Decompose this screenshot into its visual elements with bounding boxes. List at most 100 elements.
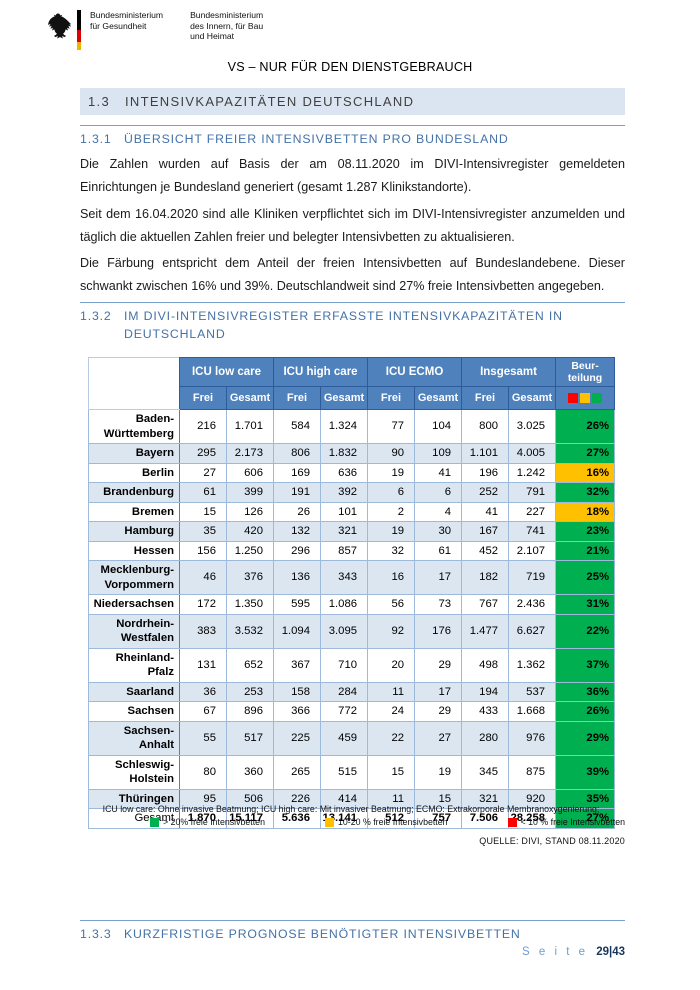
value-cell: 20 bbox=[367, 647, 416, 683]
table-row: Mecklenburg- Vorpommern 46 376 136 343 16 17 18… bbox=[88, 560, 616, 595]
value-cell: 196 bbox=[461, 462, 510, 483]
value-cell: 6.627 bbox=[508, 613, 557, 649]
assessment-cell: 29% bbox=[555, 720, 616, 756]
value-cell: 376 bbox=[226, 560, 274, 595]
ministry-interior-label: Bundesministerium des Innern, für Bau un… bbox=[190, 10, 264, 41]
bundesland-cell: Bayern bbox=[88, 443, 180, 464]
value-cell: 32 bbox=[367, 540, 416, 561]
value-cell: 584 bbox=[273, 409, 321, 444]
value-cell: 537 bbox=[508, 681, 557, 702]
table-row: Rheinland- Pfalz 131 652 367 710 20 29 498 1.362… bbox=[88, 647, 616, 683]
value-cell: 16 bbox=[367, 560, 416, 595]
assessment-cell: 31% bbox=[555, 594, 616, 615]
value-cell: 498 bbox=[461, 647, 510, 683]
value-cell: 517 bbox=[226, 720, 274, 756]
value-cell: 757 bbox=[414, 808, 463, 829]
col-group-insgesamt: Insgesamt bbox=[461, 357, 557, 387]
value-cell: 56 bbox=[367, 594, 416, 615]
value-cell: 741 bbox=[508, 521, 557, 542]
value-cell: 28.258 bbox=[508, 808, 557, 829]
table-row: Schleswig- Holstein 80 360 265 515 15 19 345 875… bbox=[88, 754, 616, 790]
table-row: Bayern 295 2.173 806 1.832 90 109 1.101 4.005 27% bbox=[88, 443, 616, 464]
value-cell: 80 bbox=[179, 754, 227, 790]
value-cell: 61 bbox=[414, 540, 463, 561]
section-133-heading: 1.3.3 KURZFRISTIGE PROGNOSE BENÖTIGTER I… bbox=[80, 920, 625, 943]
red-square-icon bbox=[507, 817, 517, 827]
value-cell: 17 bbox=[414, 681, 463, 702]
bundesland-cell: Baden- Württemberg bbox=[88, 409, 180, 444]
subheader-frei: Frei bbox=[179, 386, 227, 410]
orange-square-icon bbox=[580, 393, 591, 403]
value-cell: 433 bbox=[461, 701, 510, 722]
bundesland-cell: Hessen bbox=[88, 540, 180, 561]
value-cell: 227 bbox=[508, 501, 557, 522]
subheader-gesamt: Gesamt bbox=[414, 386, 463, 410]
icu-capacity-table: ICU low care ICU high care ICU ECMO Insg… bbox=[88, 357, 616, 829]
table-row: Brandenburg 61 399 191 392 6 6 252 791 32% bbox=[88, 482, 616, 503]
col-group-icu-high-care: ICU high care bbox=[272, 357, 369, 387]
value-cell: 1.324 bbox=[319, 409, 369, 444]
legend-item: > 20% freie Intensivbetten bbox=[150, 817, 265, 827]
value-cell: 800 bbox=[461, 409, 510, 444]
assessment-cell: 27% bbox=[555, 808, 616, 829]
value-cell: 15 bbox=[414, 788, 463, 809]
table-footnote: ICU low care: Ohne invasive Beatmung; IC… bbox=[102, 804, 600, 814]
value-cell: 194 bbox=[461, 681, 510, 702]
value-cell: 636 bbox=[319, 462, 369, 483]
table-row: Berlin 27 606 169 636 19 41 196 1.242 16% bbox=[88, 462, 616, 483]
value-cell: 265 bbox=[273, 754, 321, 790]
corner-cell bbox=[88, 357, 180, 410]
value-cell: 90 bbox=[367, 443, 416, 464]
ministry-health-label: Bundesministerium für Gesundheit bbox=[90, 10, 164, 31]
value-cell: 345 bbox=[461, 754, 510, 790]
value-cell: 360 bbox=[226, 754, 274, 790]
table-row: Hamburg 35 420 132 321 19 30 167 741 23% bbox=[88, 521, 616, 542]
value-cell: 1.362 bbox=[508, 647, 557, 683]
value-cell: 2.107 bbox=[508, 540, 557, 561]
value-cell: 1.242 bbox=[508, 462, 557, 483]
value-cell: 719 bbox=[508, 560, 557, 595]
value-cell: 296 bbox=[273, 540, 321, 561]
paragraph-2: Seit dem 16.04.2020 sind alle Kliniken v… bbox=[80, 207, 625, 244]
classification-banner: VS – NUR FÜR DEN DIENSTGEBRAUCH bbox=[227, 60, 473, 74]
value-cell: 366 bbox=[273, 701, 321, 722]
value-cell: 367 bbox=[273, 647, 321, 683]
subheader-frei: Frei bbox=[367, 386, 416, 410]
col-group-icu-ecmo: ICU ECMO bbox=[367, 357, 463, 387]
value-cell: 392 bbox=[319, 482, 369, 503]
value-cell: 3.095 bbox=[319, 613, 369, 649]
table-row: Sachsen- Anhalt 55 517 225 459 22 27 280 976 29% bbox=[88, 720, 616, 756]
value-cell: 5.636 bbox=[273, 808, 321, 829]
value-cell: 35 bbox=[179, 521, 227, 542]
assessment-scale-cell bbox=[555, 386, 616, 410]
value-cell: 27 bbox=[179, 462, 227, 483]
section-title: INTENSIVKAPAZITÄTEN DEUTSCHLAND bbox=[125, 94, 415, 109]
assessment-cell: 36% bbox=[555, 681, 616, 702]
value-cell: 67 bbox=[179, 701, 227, 722]
table-row: Baden- Württemberg 216 1.701 584 1.324 77 104 8… bbox=[88, 409, 616, 444]
value-cell: 1.668 bbox=[508, 701, 557, 722]
value-cell: 6 bbox=[367, 482, 416, 503]
bundesland-cell: Hamburg bbox=[88, 521, 180, 542]
bundesland-cell: Brandenburg bbox=[88, 482, 180, 503]
value-cell: 2.173 bbox=[226, 443, 274, 464]
table-row: Hessen 156 1.250 296 857 32 61 452 2.107 21% bbox=[88, 540, 616, 561]
value-cell: 1.477 bbox=[461, 613, 510, 649]
value-cell: 167 bbox=[461, 521, 510, 542]
page-label: S e i t e bbox=[521, 946, 588, 958]
section-number: 1.3.2 bbox=[80, 309, 112, 323]
value-cell: 791 bbox=[508, 482, 557, 503]
value-cell: 36 bbox=[179, 681, 227, 702]
bundesland-cell: Berlin bbox=[88, 462, 180, 483]
section-number: 1.3.1 bbox=[80, 132, 112, 146]
paragraph-3: Die Färbung entspricht dem Anteil der fr… bbox=[80, 256, 625, 293]
assessment-cell: 22% bbox=[555, 613, 616, 649]
value-cell: 515 bbox=[319, 754, 369, 790]
value-cell: 30 bbox=[414, 521, 463, 542]
value-cell: 512 bbox=[367, 808, 416, 829]
section-13-heading: 1.3 INTENSIVKAPAZITÄTEN DEUTSCHLAND bbox=[80, 88, 625, 115]
green-square-icon bbox=[592, 393, 603, 403]
value-cell: 4 bbox=[414, 501, 463, 522]
source-note: QUELLE: DIVI, STAND 08.11.2020 bbox=[479, 836, 625, 846]
